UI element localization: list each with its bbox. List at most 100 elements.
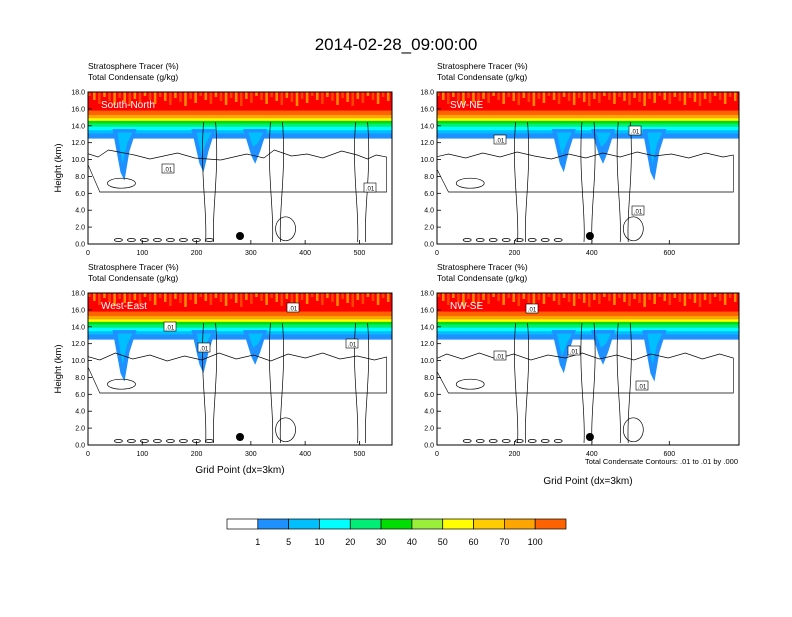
y-tick-label: 16.0 (71, 307, 85, 314)
colorbar-swatch (319, 518, 351, 530)
contour-label-box (493, 350, 507, 361)
y-tick-label: 12.0 (71, 140, 85, 147)
tracer-streak (290, 92, 294, 102)
contour-line (622, 417, 644, 443)
tracer-streak (386, 293, 390, 302)
colorbar: 1 5 10 20 30 40 50 60 70 100 (226, 518, 567, 547)
y-tick-label: 6.0 (424, 191, 434, 198)
contour-line (540, 238, 550, 242)
tracer-streak (648, 92, 651, 99)
tracer-streak (229, 293, 233, 299)
tracer-streak (658, 293, 661, 297)
tracer-streak (219, 293, 223, 302)
tracer-streak (316, 293, 319, 301)
contour-line (527, 439, 537, 443)
tracer-streak (169, 92, 172, 105)
contour-label-box (628, 125, 642, 136)
tracer-streak (153, 92, 157, 104)
tracer-dip (248, 333, 264, 348)
contour-line (88, 352, 387, 394)
tracer-intrusion (551, 330, 667, 382)
tracer-streak (275, 92, 278, 101)
tracer-intrusion (112, 129, 268, 181)
tracer-streak (708, 293, 712, 304)
y-tick-label: 2.0 (75, 426, 85, 433)
tracer-streak (593, 92, 596, 99)
tracer-streak (492, 293, 495, 297)
tracer-streak (356, 92, 360, 99)
tracer-streak (164, 293, 167, 302)
tracer-streak (678, 293, 682, 302)
tracer-streak (174, 293, 177, 299)
contour-line (205, 238, 214, 242)
tracer-streak (688, 92, 692, 98)
colorbar-swatch (349, 518, 382, 530)
tracer-streak (153, 293, 157, 305)
tracer-streak (280, 92, 284, 105)
y-axis-label: Height (km) (53, 143, 64, 192)
x-tick-label: 400 (299, 250, 311, 257)
tracer-streak (673, 92, 677, 97)
tracer-streak (148, 92, 152, 100)
colorbar-label: 60 (469, 537, 479, 547)
tracer-streak (199, 92, 202, 96)
y-tick-label: 4.0 (75, 409, 85, 416)
tracer-streak (648, 293, 651, 300)
tracer-dip (556, 333, 572, 357)
section-label: SW-NE (450, 100, 483, 111)
tracer-streak (98, 92, 101, 104)
colorbar-label: 30 (376, 537, 386, 547)
tracer-streak (502, 293, 505, 305)
tracer-streak (199, 293, 202, 297)
y-tick-label: 12.0 (71, 341, 85, 348)
tracer-dip (647, 333, 663, 365)
y-tick-label: 4.0 (75, 208, 85, 215)
tracer-streak (567, 92, 571, 101)
tracer-field (88, 293, 392, 382)
tracer-dip (551, 330, 576, 374)
tracer-streak (492, 92, 495, 96)
contour-label: .01 (200, 347, 209, 353)
tracer-streak (275, 293, 278, 302)
tracer-streak (703, 293, 707, 300)
tracer-streak (442, 293, 445, 301)
y-tick-label: 8.0 (75, 174, 85, 181)
tracer-streak (148, 293, 152, 301)
x-tick-label: 200 (509, 250, 521, 257)
tracer-streak (381, 92, 385, 97)
contour-line (437, 352, 734, 394)
tracer-streak (502, 92, 505, 104)
tracer-streak (351, 92, 354, 106)
tracer-streak (482, 92, 485, 99)
tracer-streak (552, 92, 556, 100)
plot-frame (87, 91, 393, 245)
condensate-contours (88, 322, 387, 444)
tracer-band (88, 325, 392, 332)
tracer-streak (658, 92, 661, 96)
y-tick-label: 16.0 (71, 106, 85, 113)
tracer-streak (532, 92, 536, 106)
tracer-band (437, 120, 739, 127)
contour-label-box (286, 302, 300, 313)
contour-label: .01 (528, 308, 537, 314)
contour-label: .01 (164, 168, 173, 174)
tracer-streak (255, 293, 258, 297)
y-tick-label: 18.0 (420, 291, 434, 298)
tracer-streak (457, 92, 460, 101)
tracer-streak (452, 92, 455, 97)
panel-title-tracer: Stratosphere Tracer (%) (88, 61, 179, 71)
tracer-streak (547, 92, 551, 96)
tracer-streak (733, 92, 737, 101)
tracer-band (88, 321, 392, 328)
panel-nw-se: .01 .01 .01 .01 NW-SE Stratosphere Tracer (%)… (420, 262, 740, 487)
tracer-band (437, 325, 739, 332)
location-marker (236, 433, 244, 441)
colorbar-label: 40 (407, 537, 417, 547)
tracer-streak (522, 293, 526, 299)
section-label: South-North (101, 100, 155, 111)
tracer-intrusion (551, 129, 667, 181)
tracer-dip (248, 132, 264, 147)
tracer-streak (224, 92, 228, 105)
contour-line (166, 439, 175, 443)
tracer-streak (723, 92, 727, 104)
